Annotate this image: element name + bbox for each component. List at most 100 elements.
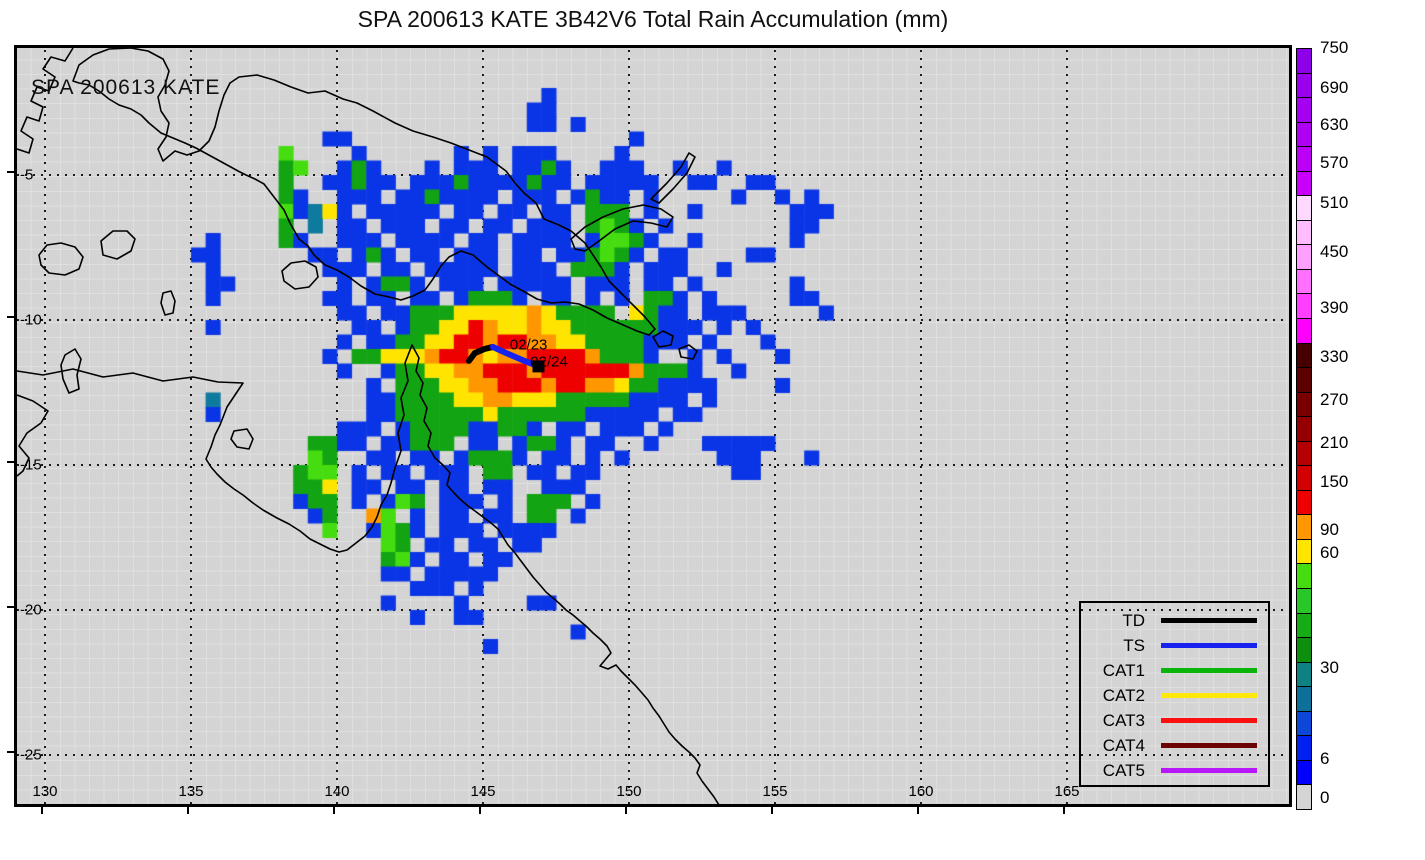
colorbar-label: 270 — [1320, 390, 1349, 410]
storm-track-svg — [465, 343, 545, 373]
map-inset-label: SPA 200613 KATE — [31, 76, 221, 99]
colorbar-label: 150 — [1320, 472, 1349, 492]
colorbar — [1296, 48, 1312, 810]
colorbar-label: 90 — [1320, 519, 1339, 539]
legend-swatch-line — [1161, 693, 1257, 698]
colorbar-cell — [1297, 687, 1311, 712]
y-axis-tick — [7, 751, 14, 753]
x-axis-label: 140 — [324, 783, 350, 800]
legend-swatch-line — [1161, 643, 1257, 648]
colorbar-label: 60 — [1320, 543, 1339, 563]
colorbar-cell — [1297, 515, 1311, 540]
y-axis-tick — [7, 316, 14, 318]
legend-swatch-line — [1161, 768, 1257, 773]
legend-item-label: CAT2 — [1102, 685, 1145, 705]
x-axis-label: 160 — [908, 783, 934, 800]
legend-item-label: CAT4 — [1102, 735, 1145, 755]
x-axis-label: 135 — [178, 783, 204, 800]
coastline-svg — [17, 48, 720, 804]
y-axis-label: -25 — [20, 746, 42, 764]
x-axis-tick — [917, 807, 919, 814]
coast-top-end — [17, 394, 49, 477]
colorbar-cell — [1297, 736, 1311, 761]
rain-canvas — [17, 48, 1289, 804]
colorbar-cell — [1297, 589, 1311, 614]
legend-item: CAT5 — [1081, 758, 1268, 783]
legend-swatch-line — [1161, 618, 1257, 623]
colorbar-cell — [1297, 417, 1311, 442]
legend-item-label: TS — [1123, 635, 1145, 655]
colorbar-cell — [1297, 49, 1311, 74]
y-axis-tick — [7, 461, 14, 463]
colorbar-label: 750 — [1320, 38, 1349, 57]
colorbar-label: 630 — [1320, 114, 1349, 134]
colorbar-cell — [1297, 392, 1311, 418]
coast-halmahera — [17, 48, 74, 154]
storm-category-legend: TD TS CAT1 CAT2 CAT3 CAT4 CAT5 — [1079, 601, 1270, 787]
colorbar-cell — [1297, 466, 1311, 491]
coast-island-new-britain — [570, 204, 674, 252]
legend-item: TD — [1081, 608, 1268, 633]
legend-item-label: CAT3 — [1102, 710, 1145, 730]
legend-swatch-line — [1161, 668, 1257, 673]
colorbar-label: 330 — [1320, 346, 1349, 366]
colorbar-cell — [1297, 220, 1311, 246]
coast-island-yos-sudarso — [281, 260, 319, 290]
colorbar-label: 6 — [1320, 748, 1330, 768]
colorbar-label: 510 — [1320, 192, 1349, 212]
x-axis-tick — [771, 807, 773, 814]
colorbar-label: 390 — [1320, 297, 1349, 317]
legend-item: CAT3 — [1081, 708, 1268, 733]
colorbar-cell — [1297, 368, 1311, 393]
x-axis-label: 155 — [762, 783, 788, 800]
legend-swatch-line — [1161, 743, 1257, 748]
map-plot: SPA 200613 KATE 02/23 02/24 130 135 140 145 1… — [14, 45, 1292, 807]
colorbar-label: 570 — [1320, 153, 1349, 173]
colorbar-cell — [1297, 441, 1311, 467]
colorbar-cell — [1297, 785, 1311, 809]
legend-item: CAT4 — [1081, 733, 1268, 758]
legend-item-label: CAT1 — [1102, 660, 1145, 680]
x-axis-label: 165 — [1054, 783, 1080, 800]
coast-island-babar — [100, 230, 136, 260]
x-axis-tick — [333, 807, 335, 814]
legend-item-label: CAT5 — [1102, 760, 1145, 780]
y-axis-label: -20 — [20, 601, 42, 619]
track-segment-td — [465, 343, 496, 364]
colorbar-cell — [1297, 147, 1311, 172]
x-axis-tick — [625, 807, 627, 814]
coast-island-new-ireland — [650, 152, 696, 204]
legend-item: CAT2 — [1081, 683, 1268, 708]
x-axis-tick — [479, 807, 481, 814]
coast-island-tanimbar — [38, 242, 84, 276]
y-axis-label: -15 — [20, 456, 42, 474]
x-axis-tick — [41, 807, 43, 814]
colorbar-label: 0 — [1320, 787, 1330, 807]
colorbar-cell — [1297, 319, 1311, 344]
coast-island-groote — [230, 428, 254, 450]
y-axis-label: -10 — [20, 311, 42, 329]
colorbar-cell — [1297, 196, 1311, 221]
colorbar-cell — [1297, 294, 1311, 320]
legend-item: TS — [1081, 633, 1268, 658]
y-axis-label: -5 — [20, 166, 34, 184]
colorbar-cell — [1297, 638, 1311, 663]
legend-item-label: TD — [1122, 610, 1145, 630]
track-end-marker — [532, 360, 545, 373]
colorbar-cell — [1297, 662, 1311, 688]
track-date-label: 02/24 — [530, 353, 568, 371]
track-segment-ts — [489, 343, 542, 370]
colorbar-cell — [1297, 343, 1311, 369]
colorbar-cell — [1297, 711, 1311, 737]
colorbar-cell — [1297, 760, 1311, 786]
colorbar-cell — [1297, 171, 1311, 197]
colorbar-cell — [1297, 490, 1311, 516]
coast-australia — [17, 344, 720, 804]
coast-island-tiwi — [60, 348, 82, 394]
colorbar-label: 690 — [1320, 78, 1349, 98]
colorbar-label: 210 — [1320, 432, 1349, 452]
colorbar-cell — [1297, 122, 1311, 148]
x-axis-label: 130 — [32, 783, 58, 800]
x-axis-label: 145 — [470, 783, 496, 800]
